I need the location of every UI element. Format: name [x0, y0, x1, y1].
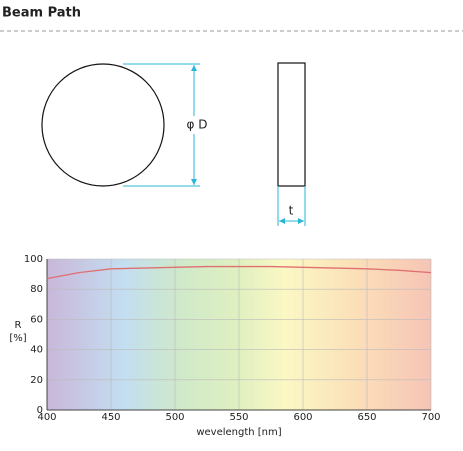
- title: Beam Path: [2, 6, 81, 21]
- y-tick-label: 80: [30, 284, 43, 295]
- x-axis-label: wevelength [nm]: [196, 427, 281, 438]
- x-tick-label: 650: [357, 412, 376, 423]
- y-axis-label: [%]: [9, 333, 26, 344]
- y-axis-label: R: [15, 320, 22, 331]
- lens-side: [277, 62, 306, 187]
- x-tick-label: 500: [165, 412, 184, 423]
- x-tick-label: 400: [37, 412, 56, 423]
- lens-front: [41, 63, 165, 187]
- y-tick-label: 60: [30, 314, 43, 325]
- chart: 0 20 40 60 80 100 400 450 500 550 600 650 700 wevelen…: [9, 254, 440, 438]
- thickness-label: t: [289, 204, 294, 218]
- x-tick-label: 700: [421, 412, 440, 423]
- y-tick-label: 20: [30, 375, 43, 386]
- y-tick-label: 40: [30, 345, 43, 356]
- y-tick-label: 100: [24, 254, 43, 265]
- label-bg: [185, 116, 209, 134]
- data-line: [46, 265, 432, 280]
- x-tick-label: 450: [101, 412, 120, 423]
- x-tick-label: 600: [293, 412, 312, 423]
- y-tick-label: 0: [37, 405, 43, 416]
- x-tick-label: 550: [229, 412, 248, 423]
- diameter-label: φ D: [187, 118, 208, 132]
